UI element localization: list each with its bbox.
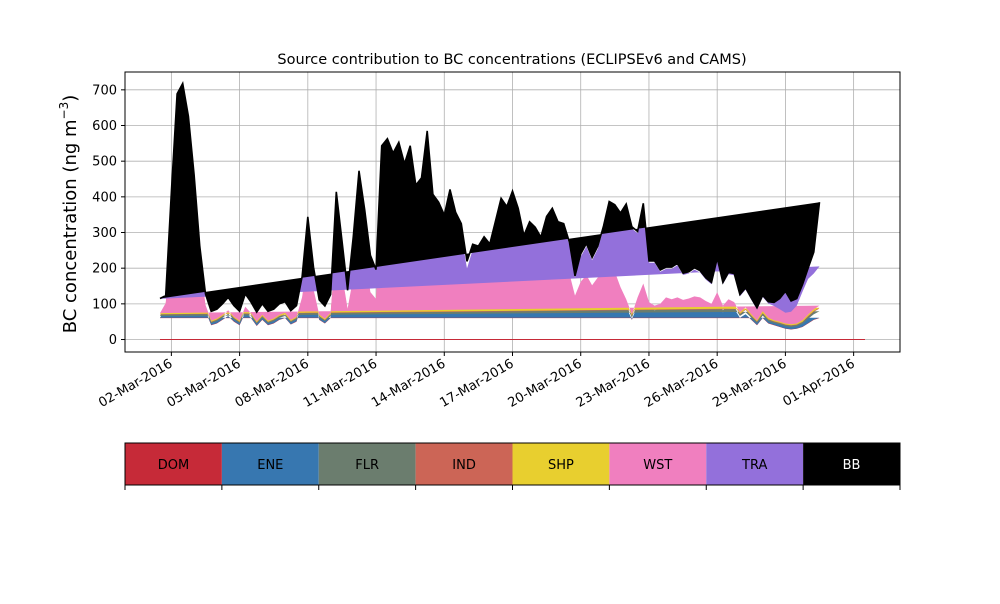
area-bb — [160, 83, 820, 313]
legend-swatch-bb — [803, 443, 900, 485]
legend-label-ind: IND — [452, 458, 476, 473]
y-tick-label: 400 — [92, 190, 117, 205]
legend-swatch-ind — [415, 443, 513, 485]
x-tick-label: 01-Apr-2016 — [781, 356, 858, 409]
x-tick-label: 29-Mar-2016 — [710, 356, 789, 410]
legend-colorbar: DOM ENE FLR IND SHP WST TRA BB — [124, 442, 901, 490]
y-axis-label: BC concentration (ng m−3) — [57, 95, 81, 334]
y-tick-label: 300 — [92, 226, 117, 241]
x-tick-label: 14-Mar-2016 — [369, 356, 448, 410]
legend-swatch-tra — [706, 443, 804, 485]
x-tick-label: 05-Mar-2016 — [164, 356, 243, 410]
legend-swatch-shp — [512, 443, 610, 485]
y-tick-label: 0 — [109, 333, 117, 348]
y-tick-label: 700 — [92, 83, 117, 98]
legend-label-wst: WST — [643, 458, 672, 473]
stacked-areas — [159, 80, 865, 341]
y-tick-label: 100 — [92, 297, 117, 312]
legend-label-bb: BB — [843, 458, 861, 473]
y-tick-label: 600 — [92, 119, 117, 134]
legend-label-ene: ENE — [257, 458, 283, 473]
x-axis-ticks: 02-Mar-201605-Mar-201608-Mar-201611-Mar-… — [96, 352, 858, 411]
area-wst — [160, 141, 820, 325]
x-tick-label: 23-Mar-2016 — [574, 356, 653, 410]
legend-swatch-flr — [318, 443, 416, 485]
legend-label-flr: FLR — [355, 458, 379, 473]
x-tick-label: 17-Mar-2016 — [437, 356, 516, 410]
legend-swatch-dom — [125, 443, 222, 485]
y-axis-label-close: ) — [60, 95, 81, 102]
y-tick-label: 500 — [92, 155, 117, 170]
x-tick-label: 02-Mar-2016 — [96, 356, 175, 410]
legend-label-tra: TRA — [741, 458, 767, 473]
legend-swatch-wst — [609, 443, 707, 485]
legend-label-dom: DOM — [158, 458, 189, 473]
y-tick-label: 200 — [92, 262, 117, 277]
chart-title: Source contribution to BC concentrations… — [277, 52, 746, 68]
y-axis-ticks: 0 100 200 300 400 500 600 700 — [92, 83, 125, 348]
x-tick-label: 08-Mar-2016 — [233, 356, 312, 410]
y-axis-label-text: BC concentration (ng m — [60, 119, 81, 333]
x-tick-label: 26-Mar-2016 — [642, 356, 721, 410]
x-tick-label: 11-Mar-2016 — [301, 356, 380, 410]
x-tick-label: 20-Mar-2016 — [506, 356, 585, 410]
total-outline — [159, 80, 821, 314]
legend-label-shp: SHP — [548, 458, 574, 473]
y-axis-label-exponent: −3 — [57, 102, 71, 120]
legend-swatch-ene — [221, 443, 319, 485]
